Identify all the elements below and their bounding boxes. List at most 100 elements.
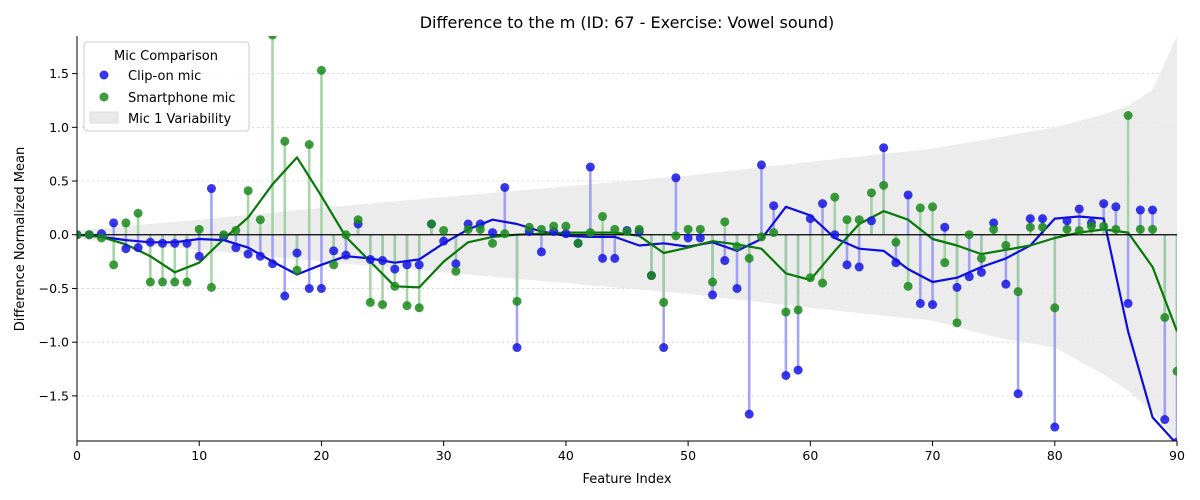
smartphone-point [365,297,375,307]
clip-on-point [720,256,730,266]
y-axis-label: Difference Normalized Mean [13,147,28,331]
smartphone-point [1013,287,1023,297]
clip-on-point [1172,437,1177,441]
smartphone-point [842,215,852,225]
smartphone-point [1038,222,1048,232]
clip-on-point [109,218,119,228]
clip-on-point [402,260,412,270]
smartphone-point [145,277,155,287]
clip-on-point [206,184,216,194]
smartphone-point [451,266,461,276]
clip-on-point [255,251,265,261]
smartphone-point [818,278,828,288]
clip-on-point [390,264,400,274]
smartphone-point [1148,224,1158,234]
clip-on-point [781,370,791,380]
smartphone-point [206,282,216,292]
clip-on-point [976,267,986,277]
smartphone-point [341,230,351,240]
smartphone-point [781,307,791,317]
smartphone-point [463,224,473,234]
smartphone-point [659,297,669,307]
clip-on-point [341,250,351,260]
y-tick-label: 0.0 [49,227,69,242]
smartphone-point [268,36,277,40]
smartphone-point [695,224,705,234]
clip-on-point [805,214,815,224]
clip-on-point [756,160,766,170]
smartphone-point [964,230,974,240]
smartphone-point [378,300,388,310]
clip-on-point [500,182,510,192]
x-tick-label: 40 [558,448,574,463]
clip-on-point [231,243,241,253]
clip-on-point [170,238,180,248]
smartphone-point [96,233,106,243]
x-tick-label: 0 [73,448,81,463]
smartphone-point [219,230,229,240]
smartphone-point [793,305,803,315]
variability-band [77,36,1177,441]
clip-on-point [365,254,375,264]
smartphone-point [573,238,583,248]
smartphone-point [720,217,730,227]
smartphone-point [879,180,889,190]
smartphone-point [194,224,204,234]
smartphone-point [830,192,840,202]
clip-on-point [744,409,754,419]
smartphone-point [585,228,595,238]
smartphone-point [769,228,779,238]
smartphone-point [1050,303,1060,313]
smartphone-point [903,281,913,291]
smartphone-point [524,222,534,232]
clip-on-point [1123,298,1133,308]
smartphone-point [598,211,608,221]
smartphone-point [744,253,754,263]
smartphone-point [708,277,718,287]
clip-on-point [830,230,840,240]
smartphone-point [976,253,986,263]
smartphone-point [1086,221,1096,231]
clip-on-point [451,259,461,269]
clip-on-point [1013,389,1023,399]
clip-on-point [536,247,546,257]
clip-on-point [1111,202,1121,212]
smartphone-point [158,277,168,287]
smartphone-point [488,238,498,248]
legend-variability-swatch [89,111,119,124]
smartphone-point [622,227,632,237]
axes: 0 10 20 30 40 50 60 70 80 90 −1.5 −1.0 −0.5 0.0 0.5 1.0… [39,36,1185,463]
smartphone-point [854,215,864,225]
clip-on-point [1025,214,1035,224]
x-tick-label: 50 [680,448,696,463]
smartphone-point [414,303,424,313]
x-tick-label: 60 [802,448,818,463]
variability-band-area [77,36,1177,441]
smartphone-point [170,277,180,287]
smartphone-point [500,229,510,239]
clip-on-point [304,283,314,293]
smartphone-point [891,237,901,247]
x-tick-label: 30 [436,448,452,463]
legend-variability-label: Mic 1 Variability [128,112,231,127]
smartphone-point [915,203,925,213]
smartphone-point [952,318,962,328]
y-tick-label: 0.5 [49,174,69,189]
clip-on-point [671,173,681,183]
clip-on-point [280,291,290,301]
smartphone-point [1074,225,1084,235]
clip-on-point [952,282,962,292]
clip-on-point [1038,214,1048,224]
clip-on-point [940,222,950,232]
clip-on-point [1062,216,1072,226]
clip-on-point [1074,204,1084,214]
smartphone-point [732,242,742,252]
clip-on-point [585,162,595,172]
smartphone-point [255,215,265,225]
smartphone-point [671,231,681,241]
clip-on-point [1099,199,1109,209]
clip-on-point [610,253,620,263]
clip-on-point [793,365,803,375]
smartphone-point [316,65,326,75]
